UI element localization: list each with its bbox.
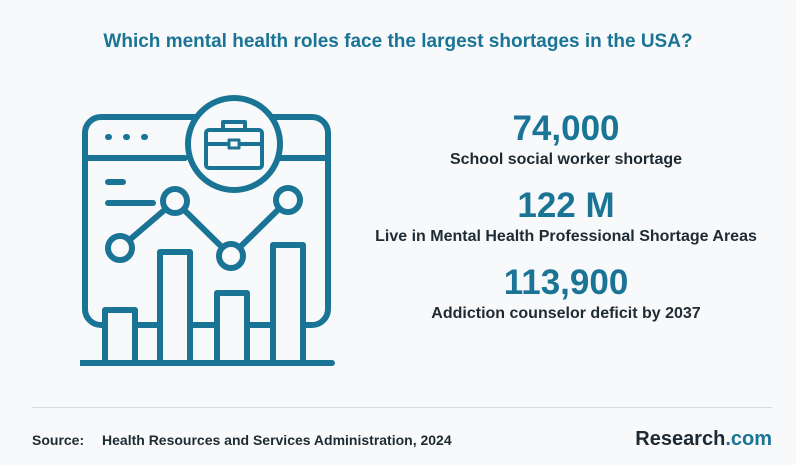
brand-logo[interactable]: Research.com	[635, 428, 772, 451]
source-label: Source:	[32, 432, 85, 448]
bar-chart-icon	[80, 242, 335, 366]
stat-label: Live in Mental Health Professional Short…	[375, 228, 757, 245]
line-chart-icon	[105, 185, 303, 271]
stat-school-social-workers: 74,000 School social worker shortage	[360, 110, 772, 169]
stat-label: School social worker shortage	[449, 151, 683, 168]
stat-shortage-areas: 122 M Live in Mental Health Professional…	[360, 187, 772, 246]
page-title: Which mental health roles face the large…	[103, 31, 693, 52]
footer-divider	[32, 407, 772, 408]
stat-value: 122 M	[517, 186, 615, 225]
analytics-illustration	[80, 95, 335, 366]
brand-name: Research	[635, 428, 726, 450]
stat-label: Addiction counselor deficit by 2037	[431, 305, 701, 322]
briefcase-icon	[185, 95, 283, 193]
source-text: Health Resources and Services Administra…	[102, 432, 452, 448]
stat-addiction-counselors: 113,900 Addiction counselor deficit by 2…	[360, 264, 772, 323]
stat-value: 113,900	[503, 263, 629, 302]
stats-list: 74,000 School social worker shortage 122…	[360, 110, 772, 341]
stat-value: 74,000	[512, 109, 620, 148]
brand-tld: .com	[725, 428, 772, 450]
source-citation: Source: Health Resources and Services Ad…	[32, 432, 452, 448]
